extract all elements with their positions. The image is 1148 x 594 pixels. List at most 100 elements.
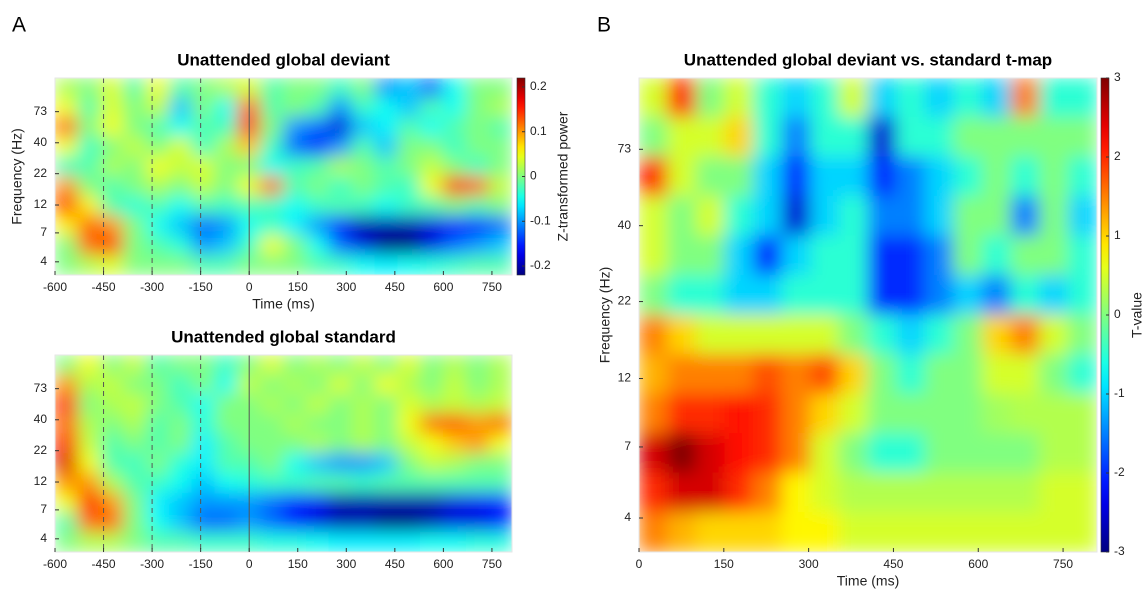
heat-cell	[442, 433, 467, 454]
heat-cell	[420, 254, 444, 275]
heat-cell	[753, 117, 783, 158]
heat-cell	[283, 492, 307, 514]
colorbar-tick-label: 3	[1114, 70, 1121, 84]
heat-cell	[168, 116, 193, 138]
heat-cell	[123, 433, 147, 454]
heat-cell	[753, 196, 783, 237]
heat-cell	[639, 393, 669, 434]
heat-cell	[305, 97, 330, 118]
x-tick-label: 150	[714, 557, 734, 571]
heat-cell	[781, 275, 812, 316]
heat-cell	[214, 78, 239, 99]
heat-cell	[488, 97, 512, 118]
heat-cell	[781, 156, 812, 197]
heat-cell	[781, 512, 812, 552]
heat-cell	[168, 453, 193, 474]
heat-cell	[896, 117, 926, 158]
heat-cell	[397, 413, 422, 435]
heat-cell	[639, 78, 669, 118]
heat-cell	[100, 512, 125, 533]
heat-cell	[145, 215, 170, 237]
heat-cell	[55, 393, 79, 415]
x-axis-label: Time (ms)	[837, 573, 899, 589]
colorbar-tick-label: 0	[530, 169, 537, 183]
heat-cell	[695, 156, 726, 197]
heat-cell	[123, 195, 147, 217]
heat-cell	[867, 235, 898, 276]
x-axis-label: Time (ms)	[252, 296, 314, 312]
heat-cell	[214, 176, 239, 197]
heat-cell	[724, 354, 754, 395]
heat-cell	[374, 374, 399, 395]
plot-frame	[638, 77, 1098, 553]
heat-cell	[351, 136, 376, 158]
heat-cell	[1010, 354, 1041, 395]
heat-cell	[328, 78, 353, 99]
heat-cell	[810, 314, 840, 355]
heat-cell	[214, 254, 239, 275]
heat-cell	[260, 235, 284, 256]
heat-cell	[982, 275, 1012, 316]
heat-cell	[145, 492, 170, 514]
heat-cell	[351, 453, 376, 474]
y-axis-label: Frequency (Hz)	[9, 128, 25, 224]
heat-cell	[123, 355, 147, 376]
heat-cell	[123, 176, 147, 197]
heat-cell	[867, 275, 898, 316]
heat-cell	[695, 512, 726, 552]
heat-cell	[77, 195, 102, 217]
y-tick-label: 12	[34, 197, 48, 211]
heat-cell	[168, 215, 193, 237]
heat-cell	[351, 531, 376, 552]
heat-cell	[168, 235, 193, 256]
chart-title: Unattended global standard	[171, 327, 396, 346]
heat-cell	[328, 433, 353, 454]
y-tick-label: 7	[624, 439, 631, 453]
heat-cell	[328, 355, 353, 376]
heat-cell	[260, 512, 284, 533]
heat-cell	[77, 492, 102, 514]
y-tick-label: 7	[40, 225, 47, 239]
heat-cell	[867, 196, 898, 237]
heat-cell	[1010, 512, 1041, 552]
heat-cell	[55, 176, 79, 197]
heat-cell	[488, 374, 512, 395]
heat-cell	[867, 354, 898, 395]
heat-cell	[867, 433, 898, 474]
y-tick-label: 12	[34, 474, 48, 488]
heat-cell	[374, 453, 399, 474]
heat-cell	[283, 254, 307, 275]
heat-cell	[488, 136, 512, 158]
colorbar-tick-label: 0.2	[530, 79, 547, 93]
heat-cell	[924, 275, 955, 316]
heat-cell	[639, 354, 669, 395]
heat-cell	[896, 235, 926, 276]
heat-cell	[123, 492, 147, 514]
colorbar-tick-label: 2	[1114, 149, 1121, 163]
heat-cell	[260, 374, 284, 395]
heat-cell	[1010, 78, 1041, 118]
heat-cell	[667, 512, 697, 552]
heat-cell	[982, 354, 1012, 395]
heat-cell	[260, 78, 284, 99]
heat-cell	[667, 156, 697, 197]
heat-cell	[283, 374, 307, 395]
heatmap	[639, 78, 1097, 552]
heat-cell	[420, 453, 444, 474]
heat-cell	[397, 433, 422, 454]
heat-cell	[328, 195, 353, 217]
heat-cell	[488, 531, 512, 552]
heat-cell	[305, 235, 330, 256]
heat-cell	[55, 156, 79, 177]
heat-cell	[420, 78, 444, 99]
heat-cell	[55, 453, 79, 474]
heat-cell	[260, 531, 284, 552]
heat-cell	[810, 156, 840, 197]
heat-cell	[351, 254, 376, 275]
x-tick-label: 0	[246, 557, 253, 571]
heat-cell	[123, 78, 147, 99]
heat-cell	[351, 512, 376, 533]
heat-cell	[982, 393, 1012, 434]
heat-cell	[145, 254, 170, 275]
heat-cell	[351, 176, 376, 197]
